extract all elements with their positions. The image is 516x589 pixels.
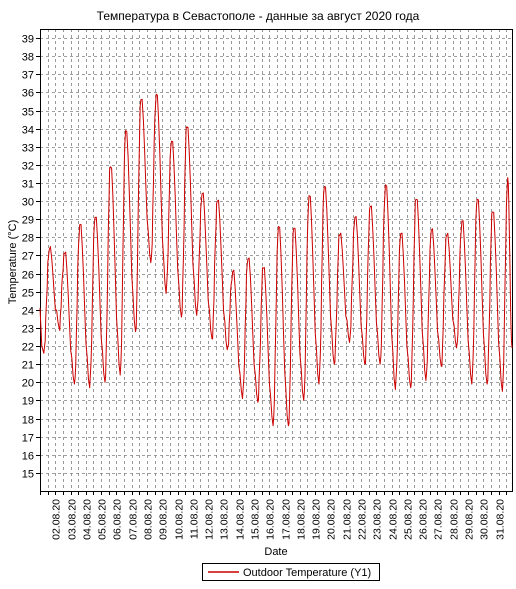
x-tick-label: 24.08.20 (388, 499, 400, 540)
x-tick-label: 23.08.20 (372, 499, 384, 540)
y-tick-label: 25 (22, 288, 34, 300)
x-tick-label: 22.08.20 (357, 499, 369, 540)
x-tick-label: 08.08.20 (143, 499, 155, 540)
x-tick-label: 10.08.20 (174, 499, 186, 540)
y-tick-label: 32 (22, 161, 34, 173)
x-tick-label: 03.08.20 (67, 499, 79, 540)
y-tick-label: 30 (22, 197, 34, 209)
y-axis-label: Temperature (°C) (7, 220, 19, 304)
y-tick-label: 15 (22, 469, 34, 481)
x-tick-label: 20.08.20 (326, 499, 338, 540)
y-tick-label: 22 (22, 342, 34, 354)
x-tick-label: 02.08.20 (51, 499, 63, 540)
x-tick-label: 17.08.20 (281, 499, 293, 540)
y-tick-label: 34 (22, 125, 34, 137)
y-tick-label: 20 (22, 378, 34, 390)
y-tick-label: 24 (22, 306, 34, 318)
x-tick-label: 31.08.20 (495, 499, 507, 540)
legend-label: Outdoor Temperature (Y1) (243, 567, 371, 579)
x-tick-label: 11.08.20 (189, 499, 201, 539)
y-tick-label: 19 (22, 396, 34, 408)
x-tick-label: 07.08.20 (128, 499, 140, 540)
grid-lines (40, 29, 512, 491)
x-axis-label: Date (264, 546, 287, 558)
x-tick-label: 29.08.20 (464, 499, 476, 540)
y-tick-label: 18 (22, 415, 34, 427)
x-tick-label: 14.08.20 (235, 499, 247, 540)
y-tick-label: 23 (22, 324, 34, 336)
x-tick-label: 04.08.20 (82, 499, 94, 540)
series-layer (39, 93, 513, 427)
y-tick-label: 28 (22, 233, 34, 245)
y-tick-label: 29 (22, 215, 34, 227)
y-tick-label: 31 (22, 179, 34, 191)
legend: Outdoor Temperature (Y1) (202, 563, 380, 581)
x-tick-label: 21.08.20 (342, 499, 354, 540)
x-tick-label: 28.08.20 (449, 499, 461, 540)
x-tick-label: 18.08.20 (296, 499, 308, 540)
x-tick-label: 30.08.20 (479, 499, 491, 540)
y-tick-label: 17 (22, 433, 34, 445)
y-tick-label: 39 (22, 34, 34, 46)
y-tick-label: 33 (22, 143, 34, 155)
y-tick-label: 35 (22, 107, 34, 119)
x-tick-label: 19.08.20 (311, 499, 323, 540)
chart-title: Температура в Севастополе - данные за ав… (97, 9, 420, 23)
y-tick-label: 26 (22, 270, 34, 282)
x-tick-label: 13.08.20 (219, 499, 231, 540)
plot-area-border (40, 29, 513, 492)
y-tick-label: 36 (22, 88, 34, 100)
x-tick-label: 06.08.20 (112, 499, 124, 540)
x-tick-label: 25.08.20 (403, 499, 415, 540)
x-tick-label: 09.08.20 (158, 499, 170, 540)
y-tick-label: 21 (22, 360, 34, 372)
y-axis-ticks: 15 16 17 18 19 20 21 22 23 24 25 26 27 28 29 30 31 32 33 34… (22, 34, 40, 481)
x-tick-label: 12.08.20 (204, 499, 216, 540)
x-tick-label: 05.08.20 (97, 499, 109, 540)
x-axis-ticks: 02.08.20 03.08.20 04.08.20 05.08.20 06.08.20… (40, 491, 507, 540)
y-tick-label: 37 (22, 70, 34, 82)
legend-box (202, 563, 380, 581)
x-tick-label: 15.08.20 (250, 499, 262, 540)
series-line-outdoor-temperature (39, 93, 513, 427)
y-tick-label: 27 (22, 251, 34, 263)
y-tick-label: 38 (22, 52, 34, 64)
y-tick-label: 16 (22, 451, 34, 463)
x-tick-label: 26.08.20 (418, 499, 430, 540)
x-tick-label: 27.08.20 (433, 499, 445, 540)
x-tick-label: 16.08.20 (265, 499, 277, 540)
